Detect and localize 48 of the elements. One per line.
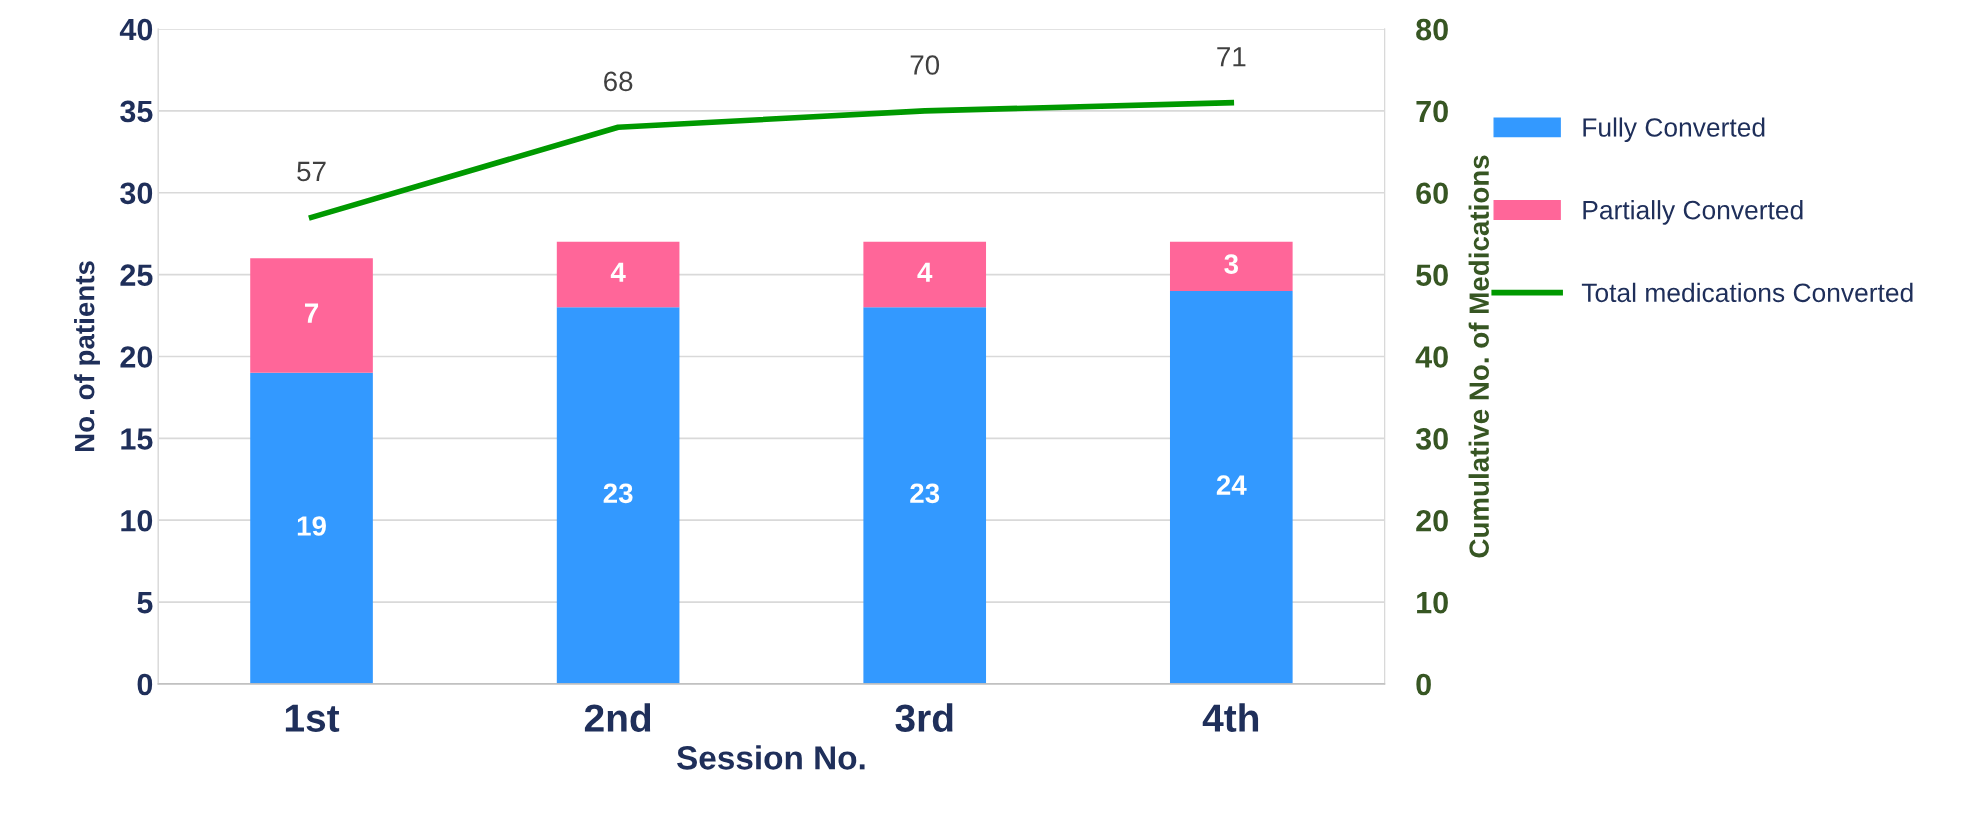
data-label: 23 xyxy=(603,483,633,504)
bar xyxy=(556,241,680,308)
data-label: 71 xyxy=(1217,47,1246,67)
x-tick-label: 2nd xyxy=(584,703,651,732)
data-label: 3 xyxy=(1224,254,1239,274)
y-tick-label: 20 xyxy=(120,346,153,368)
y2-tick-label: 60 xyxy=(1416,182,1448,205)
data-label: 68 xyxy=(604,71,633,92)
x-axis-title: Session No. xyxy=(676,745,865,770)
y-axis-title: No. of patients xyxy=(74,261,100,452)
legend-label: Partially Converted xyxy=(1583,200,1803,225)
y2-tick-label: 0 xyxy=(1416,673,1431,696)
data-label: 23 xyxy=(910,483,940,504)
y-tick-label: 5 xyxy=(137,592,153,614)
y2-tick-label: 20 xyxy=(1416,509,1448,532)
y2-tick-label: 40 xyxy=(1415,346,1448,368)
y2-tick-label: 70 xyxy=(1416,100,1448,123)
data-label: 4 xyxy=(917,262,933,282)
bar xyxy=(1169,290,1293,684)
bar xyxy=(556,307,680,684)
x-tick-label: 4th xyxy=(1202,703,1259,732)
data-label: 7 xyxy=(305,303,319,323)
y-tick-label: 35 xyxy=(120,100,153,123)
bar xyxy=(863,241,987,308)
y-tick-label: 15 xyxy=(121,428,153,450)
y-tick-label: 0 xyxy=(137,673,153,696)
data-label: 70 xyxy=(910,55,940,75)
data-label: 57 xyxy=(297,161,326,182)
y-tick-label: 10 xyxy=(121,509,153,532)
x-tick-label: 1st xyxy=(285,704,340,732)
y2-tick-label: 30 xyxy=(1415,428,1448,450)
x-tick-label: 3rd xyxy=(895,703,953,732)
legend-label: Total medications Converted xyxy=(1581,282,1913,303)
data-label: 19 xyxy=(297,516,326,536)
bar xyxy=(1169,241,1293,291)
data-label: 24 xyxy=(1216,475,1247,495)
y2-tick-label: 80 xyxy=(1416,18,1448,41)
y-tick-label: 40 xyxy=(119,18,153,41)
y-tick-label: 25 xyxy=(120,264,153,286)
data-label: 4 xyxy=(610,262,626,282)
bar xyxy=(863,307,987,684)
bar xyxy=(250,372,373,684)
y2-tick-label: 50 xyxy=(1416,264,1448,286)
legend-label: Fully Converted xyxy=(1583,117,1765,143)
bar xyxy=(250,258,373,373)
y-tick-label: 30 xyxy=(120,182,153,205)
y2-tick-label: 10 xyxy=(1417,591,1448,614)
y2-axis-title: Cumulative No. of Medications xyxy=(1468,155,1489,558)
